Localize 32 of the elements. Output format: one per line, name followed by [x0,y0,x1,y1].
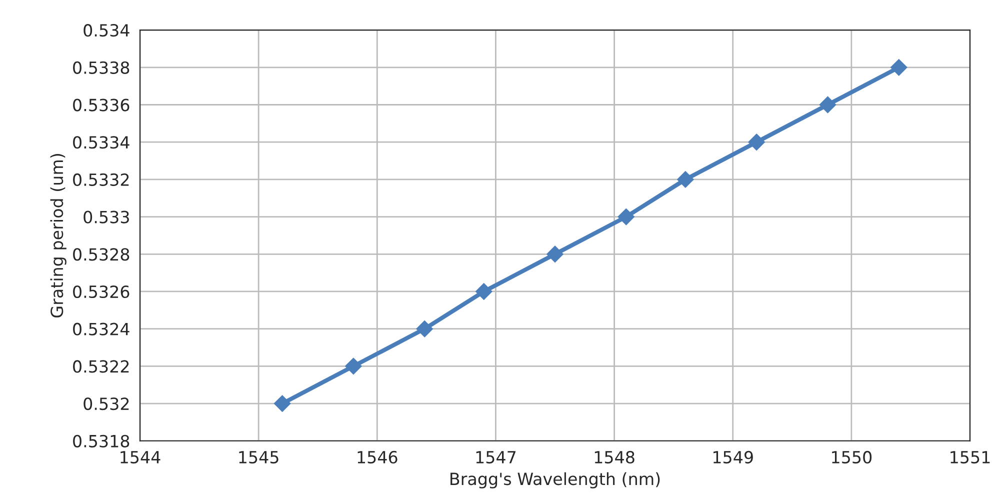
point [345,358,362,375]
point [546,246,564,263]
x-tick-label: 1550 [832,450,872,464]
x-tick-label: 1548 [594,450,634,464]
y-tick-label: 0.5322 [73,360,129,373]
x-axis-title: Bragg's Wavelength (nm) [450,472,660,488]
point [618,208,635,226]
y-tick-label: 0.5318 [73,434,130,448]
x-tick-label: 1544 [120,451,160,464]
y-tick-label: 0.5338 [73,61,130,74]
y-tick-label: 0.5328 [73,248,130,261]
y-tick-label: 0.532 [84,397,129,410]
point [748,134,765,150]
point [475,283,492,300]
point [677,171,694,188]
point [819,96,836,114]
y-tick-label: 0.534 [84,24,130,37]
y-tick-label: 0.5334 [73,136,130,149]
point [416,320,433,338]
y-axis-title: Grating period (um) [50,154,66,318]
x-tick-label: 1547 [476,451,516,464]
point [890,59,908,76]
y-tick-label: 0.5324 [73,322,130,336]
y-tick-label: 0.533 [84,210,129,224]
x-tick-label: 1545 [239,451,278,464]
x-tick-label: 1551 [950,451,990,464]
y-tick-label: 0.5332 [73,173,129,186]
point [274,395,291,412]
x-tick-label: 1546 [358,450,398,464]
x-tick-label: 1549 [713,450,753,464]
y-tick-label: 0.5326 [73,285,130,298]
y-tick-label: 0.5336 [73,98,130,112]
